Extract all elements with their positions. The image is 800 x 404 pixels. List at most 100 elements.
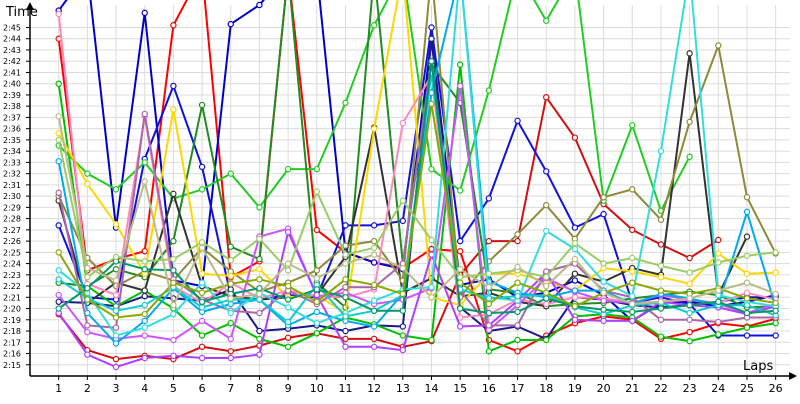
data-point: [198, 270, 206, 277]
data-point: [485, 348, 493, 355]
data-point: [715, 318, 722, 326]
series-line: [58, 0, 776, 337]
data-point: [514, 279, 521, 286]
data-point: [657, 147, 665, 155]
data-point: [284, 318, 292, 326]
data-point: [514, 322, 521, 329]
y-tick-label: 2:33: [3, 158, 21, 167]
data-point: [198, 279, 206, 286]
data-point: [600, 210, 607, 218]
data-point: [629, 308, 636, 316]
x-tick-label: 18: [539, 382, 553, 395]
data-point: [141, 310, 148, 318]
data-point: [571, 245, 579, 253]
data-point: [456, 305, 464, 312]
data-point: [600, 297, 607, 304]
data-point: [198, 298, 206, 305]
data-point: [141, 9, 148, 17]
data-point: [399, 307, 407, 314]
series-line: [57, 63, 776, 353]
data-point: [629, 300, 636, 308]
data-point: [256, 1, 263, 9]
data-point: [284, 165, 292, 173]
data-point: [772, 332, 779, 339]
data-point: [715, 259, 722, 266]
data-point: [456, 279, 464, 286]
data-point: [686, 337, 693, 345]
series-22: [55, 113, 779, 309]
data-point: [600, 194, 607, 201]
data-point: [112, 363, 120, 371]
data-point: [571, 134, 579, 141]
data-point: [399, 323, 407, 330]
x-tick-label: 10: [310, 382, 324, 395]
data-point: [227, 272, 234, 280]
data-point: [55, 298, 62, 305]
data-point: [55, 80, 62, 87]
y-axis-title: Time: [5, 5, 38, 20]
series-line: [57, 0, 776, 353]
data-point: [141, 287, 148, 294]
data-point: [284, 343, 292, 350]
data-point: [170, 301, 177, 309]
data-point: [112, 332, 120, 339]
axes: [26, 2, 797, 380]
data-point: [743, 208, 751, 216]
data-point: [84, 309, 91, 317]
data-point: [55, 129, 62, 137]
y-tick-label: 2:19: [3, 316, 21, 325]
data-point: [715, 298, 722, 305]
x-tick-label: 13: [396, 382, 410, 395]
data-point: [313, 330, 320, 337]
x-tick-label: 16: [482, 382, 496, 395]
data-point: [313, 291, 320, 299]
data-point: [571, 255, 579, 263]
data-point: [629, 292, 636, 300]
data-point: [772, 319, 779, 327]
data-point: [657, 316, 665, 323]
x-tick-label: 20: [597, 382, 611, 395]
data-point: [227, 280, 234, 288]
series-21: [55, 136, 779, 281]
data-point: [55, 113, 62, 120]
data-point: [256, 351, 263, 358]
data-point: [772, 249, 779, 256]
data-point: [55, 291, 62, 299]
y-tick-label: 2:35: [3, 136, 21, 145]
data-point: [313, 308, 320, 316]
data-point: [342, 283, 349, 291]
data-point: [342, 294, 349, 301]
data-point: [514, 231, 521, 238]
y-tick-label: 2:43: [3, 46, 21, 55]
data-point: [514, 308, 521, 316]
data-point: [170, 237, 177, 245]
data-point: [141, 159, 148, 166]
data-point: [600, 306, 607, 313]
x-tick-label: 3: [113, 382, 120, 395]
data-point: [84, 264, 91, 272]
data-point: [657, 262, 665, 270]
data-point: [686, 301, 693, 309]
data-point: [256, 296, 263, 303]
data-point: [55, 305, 62, 312]
data-point: [313, 267, 320, 274]
y-tick-label: 2:37: [3, 113, 21, 122]
data-point: [743, 295, 751, 302]
data-point: [227, 243, 234, 250]
x-tick-label: 9: [285, 382, 292, 395]
data-point: [256, 327, 263, 335]
data-point: [342, 335, 349, 343]
series-line: [57, 231, 776, 368]
data-point: [600, 289, 607, 297]
data-point: [543, 289, 550, 297]
x-tick-label: 6: [199, 382, 206, 395]
y-tick-label: 2:28: [3, 215, 21, 224]
data-point: [571, 287, 579, 294]
data-point: [772, 299, 779, 307]
data-point: [141, 317, 148, 325]
data-point: [629, 254, 636, 262]
y-tick-label: 2:42: [3, 57, 21, 66]
data-point: [84, 273, 91, 281]
data-point: [456, 323, 464, 330]
